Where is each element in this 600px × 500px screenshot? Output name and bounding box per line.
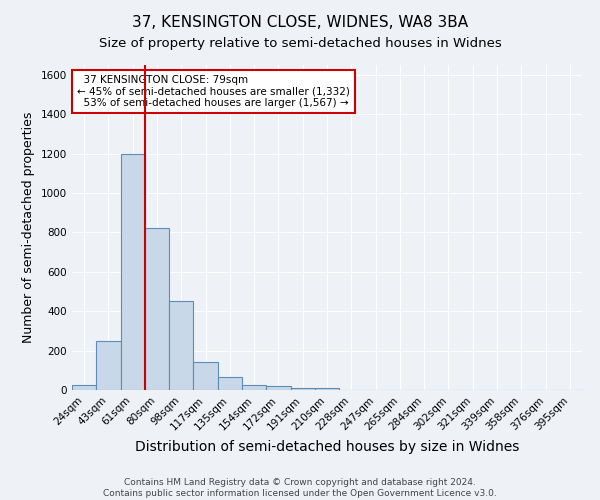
Bar (193, 362, 218, 390)
Text: Size of property relative to semi-detached houses in Widnes: Size of property relative to semi-detach… (98, 38, 502, 51)
Bar (121, 154, 145, 390)
Bar (266, 386, 290, 390)
X-axis label: Distribution of semi-detached houses by size in Widnes: Distribution of semi-detached houses by … (135, 440, 519, 454)
Bar (218, 377, 242, 390)
Bar (145, 228, 169, 390)
Bar (96, 341, 121, 390)
Y-axis label: Number of semi-detached properties: Number of semi-detached properties (22, 112, 35, 343)
Bar (242, 384, 266, 390)
Text: Contains HM Land Registry data © Crown copyright and database right 2024.
Contai: Contains HM Land Registry data © Crown c… (103, 478, 497, 498)
Bar (315, 388, 339, 390)
Bar (290, 388, 315, 390)
Bar (169, 302, 193, 390)
Text: 37 KENSINGTON CLOSE: 79sqm
← 45% of semi-detached houses are smaller (1,332)
  5: 37 KENSINGTON CLOSE: 79sqm ← 45% of semi… (77, 74, 350, 108)
Text: 37, KENSINGTON CLOSE, WIDNES, WA8 3BA: 37, KENSINGTON CLOSE, WIDNES, WA8 3BA (132, 15, 468, 30)
Bar (72, 384, 96, 390)
